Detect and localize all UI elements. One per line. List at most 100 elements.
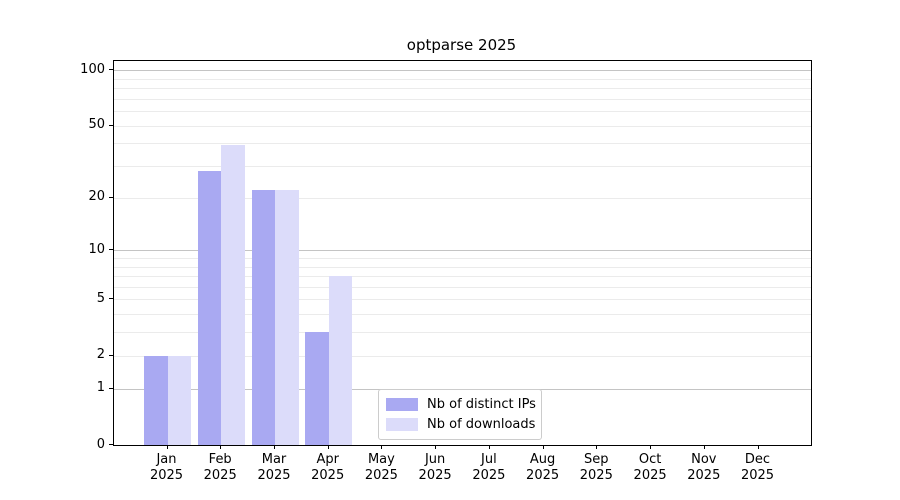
x-tick-month: Apr [316,452,339,467]
minor-gridline [114,286,811,288]
x-tick-label-mar: Mar 2025 [234,452,314,484]
x-tick-year: 2025 [633,468,667,483]
y-tick-mark [109,124,113,126]
y-tick-mark [109,249,113,251]
x-tick-month: Jun [424,452,446,467]
y-tick-mark [109,387,113,389]
x-tick-mark [166,445,168,449]
bar-jan-distinct-ips [144,355,168,445]
x-tick-year: 2025 [203,468,237,483]
y-tick-mark [109,69,113,70]
x-tick-label-feb: Feb 2025 [180,452,260,484]
minor-gridline [114,355,811,357]
y-tick-label: 5 [96,290,105,306]
x-tick-label-oct: Oct 2025 [610,452,690,484]
legend-entry: Nb of downloads [386,416,536,432]
x-tick-mark [703,445,705,449]
bar-apr-distinct-ips [305,332,329,445]
y-tick-label: 1 [96,380,105,396]
x-tick-year: 2025 [579,468,613,483]
x-tick-label-apr: Apr 2025 [288,452,368,484]
minor-gridline [114,257,811,259]
bar-mar-downloads [275,190,299,445]
y-tick-mark [109,354,113,356]
x-tick-label-dec: Dec 2025 [718,452,798,484]
bar-jan-downloads [167,355,191,445]
chart-title: optparse 2025 [406,36,517,54]
x-tick-month: May [367,452,395,467]
x-tick-label-jun: Jun 2025 [395,452,475,484]
y-tick-label: 10 [88,241,105,257]
minor-gridline [114,266,811,268]
legend-entry: Nb of distinct IPs [386,397,536,413]
x-tick-year: 2025 [149,468,184,483]
legend-swatch-icon [386,398,418,412]
legend: Nb of distinct IPs Nb of downloads [378,389,542,440]
x-tick-month: Dec [744,452,771,467]
x-tick-month: Sep [584,452,609,467]
x-tick-year: 2025 [472,468,506,483]
legend-label: Nb of distinct IPs [427,397,536,413]
x-tick-label-nov: Nov 2025 [664,452,744,484]
x-tick-month: Oct [638,452,662,467]
minor-gridline [114,276,811,277]
minor-gridline [114,332,811,334]
x-tick-month: Mar [261,452,287,467]
y-tick-label: 100 [80,61,105,77]
plot-area [113,60,812,446]
x-tick-mark [435,445,437,449]
minor-gridline [114,166,811,167]
y-tick-label: 20 [88,189,105,205]
minor-gridline [114,299,811,301]
minor-gridline [114,78,811,80]
major-gridline [114,250,811,252]
x-tick-label-jan: Jan 2025 [127,452,207,484]
bar-feb-distinct-ips [197,171,222,445]
x-tick-month: Jul [481,452,497,467]
legend-label: Nb of downloads [427,416,536,432]
y-tick-mark [109,196,113,198]
x-tick-year: 2025 [740,468,775,483]
x-tick-year: 2025 [257,468,291,483]
x-tick-mark [650,445,652,449]
y-tick-mark [109,444,113,445]
x-tick-month: Jan [156,452,177,467]
x-tick-label-aug: Aug 2025 [503,452,583,484]
x-tick-label-jul: Jul 2025 [449,452,529,484]
bar-mar-distinct-ips [251,190,275,445]
minor-gridline [114,87,811,89]
major-gridline [114,70,811,71]
minor-gridline [114,98,811,100]
x-tick-month: Nov [691,452,717,467]
bar-feb-downloads [221,145,245,445]
x-tick-label-may: May 2025 [341,452,421,484]
legend-swatch-icon [386,417,418,431]
x-tick-year: 2025 [364,468,398,483]
x-tick-mark [596,445,598,449]
minor-gridline [114,197,811,199]
bar-apr-downloads [328,276,353,445]
x-tick-year: 2025 [526,468,560,483]
x-tick-mark [757,445,759,449]
minor-gridline [114,314,811,316]
x-tick-year: 2025 [311,468,345,483]
x-tick-mark [488,445,490,449]
x-tick-label-sep: Sep 2025 [556,452,636,484]
y-tick-label: 2 [96,347,105,363]
x-tick-year: 2025 [687,468,721,483]
y-tick-label: 50 [88,117,105,132]
x-tick-mark [274,445,275,449]
minor-gridline [114,143,811,145]
y-tick-mark [109,298,113,300]
x-tick-mark [327,445,329,449]
x-tick-mark [542,445,544,449]
x-tick-mark [381,445,383,449]
x-tick-month: Feb [208,452,232,467]
x-tick-year: 2025 [418,468,452,483]
minor-gridline [114,111,811,112]
x-tick-month: Aug [529,452,556,467]
x-tick-mark [220,445,222,449]
y-tick-label: 0 [96,436,105,452]
minor-gridline [114,125,811,127]
